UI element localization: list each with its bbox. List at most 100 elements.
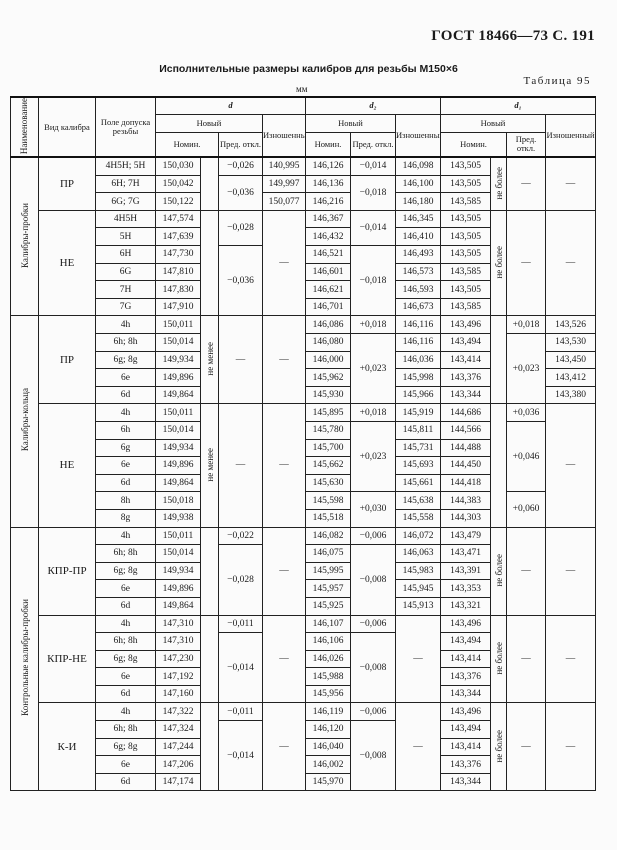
d-deviation-cell: −0,011 — [218, 614, 263, 634]
d-note-cell — [200, 527, 219, 616]
header-d-worn: Изношенный — [262, 113, 306, 158]
header-d2: d₂ — [304, 96, 442, 115]
table-row: 6g; 8g 147,244 146,040 143,414 — [11, 737, 596, 757]
d2-nominal-cell: 145,662 — [305, 456, 351, 475]
d2-deviation-cell: −0,006 — [350, 702, 396, 722]
d1-nominal-cell: 143,505 — [440, 227, 492, 247]
d1-nominal-cell: 143,414 — [440, 350, 492, 370]
tolerance-field-cell: 6e — [95, 755, 156, 774]
d2-nominal-cell: 146,002 — [305, 755, 351, 774]
d-note-cell: не менее — [200, 403, 219, 528]
gauge-type-cell: КПР-НЕ — [38, 614, 96, 704]
gauge-type-cell: НЕ — [38, 403, 96, 528]
d2-worn-cell: 146,036 — [394, 350, 442, 370]
d1-nominal-cell: 144,383 — [440, 491, 492, 510]
gauge-type-cell: ПР — [38, 315, 96, 405]
d2-deviation-cell: −0,008 — [350, 544, 396, 616]
tolerance-field-cell: 6H — [95, 245, 156, 264]
d-nominal-cell: 149,938 — [155, 508, 201, 528]
gauge-type-cell: НЕ — [38, 209, 96, 317]
table-row: НЕ 4h 150,011 не менее — —145,895 +0,018 145,91… — [11, 403, 597, 528]
tolerance-field-cell: 6h; 8h — [95, 333, 156, 352]
d1-deviation-cell: +0,023 — [506, 333, 547, 405]
d-nominal-cell: 147,206 — [155, 755, 201, 774]
d-nominal-cell: 147,810 — [155, 262, 201, 282]
table-row: 6h 150,014 145,780 +0,023 145,811 144,566 +0,0… — [11, 420, 596, 493]
d1-nominal-cell: 143,321 — [440, 596, 492, 616]
header-d-deviation: Пред. откл. — [218, 131, 263, 158]
d2-worn-cell: 145,811 — [394, 420, 442, 440]
d2-worn-cell: 146,345 — [394, 209, 442, 229]
table-row: Калибры-кольца ПР 4h 150,011 не менее — —146,0… — [10, 315, 597, 528]
header-d1-nominal: Номин. — [440, 131, 508, 158]
d2-worn-cell: 145,661 — [394, 473, 442, 493]
gauge-type-cell: КПР-ПР — [38, 526, 96, 616]
limit-note: не менее — [204, 447, 215, 482]
d2-nominal-cell: 146,621 — [305, 280, 351, 299]
d-nominal-cell: 147,324 — [155, 720, 201, 739]
d1-nominal-cell: 143,585 — [440, 262, 492, 282]
table-row: 6d 147,174 145,970 143,344 — [11, 772, 596, 792]
d2-nominal-cell: 145,956 — [305, 684, 351, 704]
d2-deviation-cell: −0,018 — [350, 174, 396, 211]
d2-worn-cell: 145,638 — [394, 491, 442, 510]
table-row: 7G 147,910 146,701 146,673 143,585 — [11, 297, 596, 317]
d-note-cell: не менее — [200, 315, 219, 405]
d-nominal-cell: 147,322 — [155, 702, 201, 722]
tolerance-field-cell: 4h — [95, 614, 156, 634]
d-nominal-cell: 147,244 — [155, 737, 201, 757]
d-deviation-cell: −0,014 — [218, 720, 263, 792]
d1-nominal-cell: 143,353 — [440, 579, 492, 598]
d1-nominal-cell: 144,488 — [440, 438, 492, 458]
d-nominal-cell: 147,160 — [155, 684, 201, 704]
d1-deviation-cell: +0,060 — [506, 491, 547, 528]
standard-header: ГОСТ 18466—73 С. 191 — [431, 28, 595, 44]
d-nominal-cell: 149,864 — [155, 473, 201, 493]
table-row: КПР-НЕ 4h 147,310 −0,011—146,107 −0,006—143,… — [11, 614, 597, 704]
d-nominal-cell: 149,896 — [155, 456, 201, 475]
d2-nominal-cell: 146,126 — [305, 156, 351, 176]
d2-nominal-cell: 145,995 — [305, 561, 351, 581]
d2-deviation-cell: −0,014 — [350, 209, 396, 247]
d-nominal-cell: 147,310 — [155, 632, 201, 651]
d2-nominal-cell: 146,107 — [305, 614, 351, 634]
d2-worn-cell: 145,731 — [394, 438, 442, 458]
d2-deviation-cell: −0,006 — [350, 526, 396, 546]
d-nominal-cell: 147,910 — [155, 297, 201, 317]
d2-nominal-cell: 146,040 — [305, 737, 351, 757]
d1-nominal-cell: 143,471 — [440, 544, 492, 563]
d1-nominal-cell: 143,505 — [440, 245, 492, 264]
d1-worn-cell: — — [545, 702, 597, 792]
table-header: Наименование Вид калибра Поле допуска ре… — [10, 96, 597, 158]
header-d-new: Новый — [155, 113, 263, 133]
d2-nominal-cell: 146,601 — [305, 262, 351, 282]
table-row: 6g 149,934 145,700 145,731 144,488 — [11, 438, 596, 458]
d1-nominal-cell: 143,496 — [440, 614, 492, 634]
tolerance-field-cell: 4h — [95, 315, 156, 335]
table-row: 8h 150,018 145,598 +0,030 145,638 144,383 +0,0… — [11, 491, 596, 528]
d2-nominal-cell: 146,119 — [305, 702, 351, 722]
d2-worn-cell: 145,919 — [394, 403, 442, 422]
d1-nominal-cell: 144,566 — [440, 420, 492, 440]
d1-note-cell — [490, 403, 508, 528]
tolerance-field-cell: 8h — [95, 491, 156, 510]
tolerance-field-cell: 6e — [95, 368, 156, 387]
d-deviation-cell: −0,028 — [218, 544, 263, 616]
tolerance-field-cell: 6g; 8g — [95, 350, 156, 370]
d2-deviation-cell: +0,018 — [350, 403, 396, 422]
d1-worn-cell: — — [545, 156, 597, 211]
tolerance-field-cell: 6h; 8h — [95, 544, 156, 563]
d1-worn-cell: — — [545, 403, 597, 528]
d2-nominal-cell: 146,080 — [305, 333, 351, 352]
d2-worn-cell: 145,983 — [394, 561, 442, 581]
d2-worn-cell: 146,116 — [394, 333, 442, 352]
d1-nominal-cell: 143,391 — [440, 561, 492, 581]
d-deviation-cell: — — [218, 315, 263, 405]
d-nominal-cell: 149,934 — [155, 438, 201, 458]
tolerance-field-cell: 6H; 7H — [95, 174, 156, 194]
d1-worn-cell: 143,450 — [545, 350, 597, 370]
limit-note: не более — [493, 166, 504, 200]
d2-worn-cell: 146,100 — [394, 174, 442, 194]
d-deviation-cell: −0,036 — [218, 245, 263, 317]
table-row: 6G 147,810 146,601 146,573 143,585 — [11, 262, 596, 282]
